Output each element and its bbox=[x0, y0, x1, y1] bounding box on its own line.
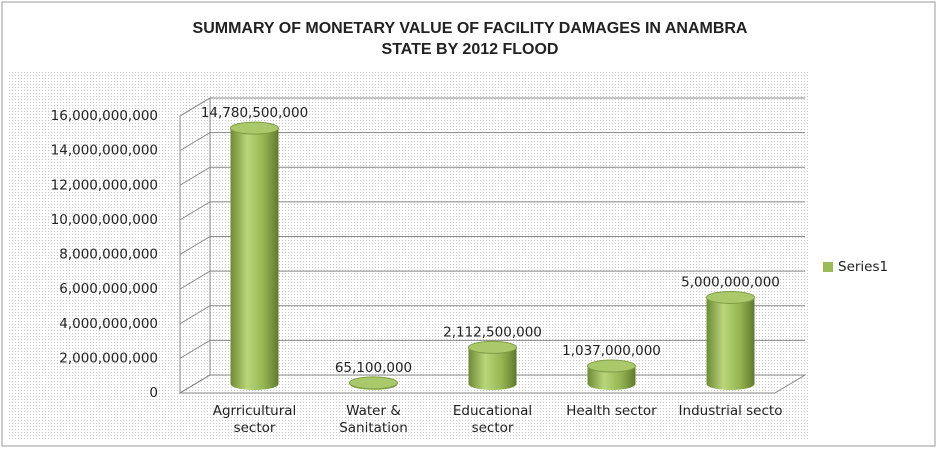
data-label: 2,112,500,000 bbox=[443, 324, 542, 340]
x-tick-label: Industrial secto bbox=[678, 403, 783, 419]
data-label: 5,000,000,000 bbox=[681, 274, 780, 290]
y-tick-label: 0 bbox=[149, 385, 158, 401]
y-tick-label: 10,000,000,000 bbox=[51, 212, 158, 228]
grid-line bbox=[179, 305, 805, 325]
y-tick-label: 6,000,000,000 bbox=[59, 281, 158, 297]
bar-top bbox=[468, 340, 517, 354]
bar bbox=[468, 347, 517, 390]
grid-line bbox=[179, 97, 805, 117]
y-tick-label: 4,000,000,000 bbox=[59, 316, 158, 332]
y-tick-label: 12,000,000,000 bbox=[51, 177, 158, 193]
grid-line bbox=[179, 339, 805, 359]
x-tick-label: Water & Sanitation bbox=[339, 403, 408, 436]
data-label: 14,780,500,000 bbox=[201, 105, 308, 121]
grid-line bbox=[179, 201, 805, 221]
bar bbox=[587, 366, 636, 390]
legend-swatch bbox=[823, 262, 833, 272]
y-tick-label: 8,000,000,000 bbox=[59, 247, 158, 263]
legend-label: Series1 bbox=[838, 259, 888, 275]
data-label: 1,037,000,000 bbox=[562, 343, 661, 359]
y-tick-label: 14,000,000,000 bbox=[51, 143, 158, 159]
grid-line bbox=[179, 132, 805, 152]
y-tick-label: 16,000,000,000 bbox=[51, 108, 158, 124]
bar bbox=[230, 128, 279, 390]
grid-line bbox=[179, 270, 805, 290]
bar-top bbox=[706, 290, 755, 304]
grid-line bbox=[179, 236, 805, 255]
x-tick-label: Educational sector bbox=[452, 403, 533, 436]
data-label: 65,100,000 bbox=[335, 360, 412, 376]
grid-line bbox=[179, 166, 805, 186]
bar-top bbox=[230, 121, 279, 135]
x-tick-label: Health sector bbox=[566, 403, 657, 419]
x-tick-label: Agrricultural sector bbox=[212, 403, 297, 436]
y-tick-label: 2,000,000,000 bbox=[59, 350, 158, 366]
bar bbox=[706, 297, 755, 390]
bar-top bbox=[349, 376, 398, 390]
chart-title: SUMMARY OF MONETARY VALUE OF FACILITY DA… bbox=[192, 20, 748, 58]
bar-top bbox=[587, 359, 636, 373]
